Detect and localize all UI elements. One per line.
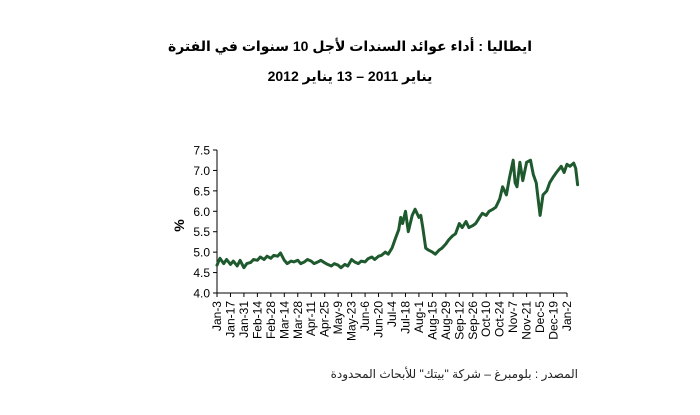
x-tick-label: Jan-2: [560, 301, 574, 331]
x-tick-label: Jun-20: [372, 301, 386, 338]
y-axis-label: %: [171, 219, 187, 232]
x-tick-label: Mar-14: [277, 301, 291, 339]
x-tick-label: Jan-17: [223, 301, 237, 338]
series-line: [215, 158, 580, 270]
y-tick-label: 4.5: [193, 266, 210, 280]
x-tick-label: Dec-5: [533, 301, 547, 333]
y-tick-label: 5.5: [193, 225, 210, 239]
x-tick-label: Jun-6: [358, 301, 372, 331]
y-tick-label: 5.0: [193, 246, 210, 260]
x-tick-label: Apr-11: [304, 301, 318, 336]
y-tick-label: 6.0: [193, 205, 210, 219]
x-tick-label: May-23: [345, 301, 359, 341]
series-group: [215, 158, 580, 270]
x-tick-label: Aug-1: [412, 301, 426, 333]
x-tick-label: Apr-25: [318, 301, 332, 337]
x-tick-label: Sep-12: [452, 301, 466, 340]
x-tick-label: Oct-24: [493, 301, 507, 337]
x-tick-label: Feb-28: [264, 301, 278, 339]
chart-title: ايطاليا : أداء عوائد السندات لأجل 10 سنو…: [167, 38, 533, 54]
x-axis: Jan-3 Jan-17 Jan-31 Feb-14 Feb-28 Mar-14 Mar-2…: [210, 292, 574, 341]
x-tick-label: Oct-10: [479, 301, 493, 337]
x-tick-label: Jan-3: [210, 301, 224, 331]
x-tick-label: Feb-14: [250, 301, 264, 339]
x-tick-label: Jul-18: [398, 301, 412, 334]
y-tick-label: 6.5: [193, 184, 210, 198]
chart-subtitle: يناير 2011 – 13 يناير 2012: [267, 68, 433, 84]
source-note: المصدر : بلومبرغ – شركة "بيتك" للأبحاث ا…: [330, 367, 578, 381]
y-tick-label: 7.0: [193, 164, 210, 178]
x-tick-label: May-9: [331, 301, 345, 335]
x-tick-label: Mar-28: [291, 301, 305, 339]
x-tick-label: Dec-19: [547, 301, 561, 340]
x-tick-label: Jul-4: [385, 301, 399, 327]
x-tick-label: Aug-29: [439, 301, 453, 340]
y-tick-label: 7.5: [193, 144, 210, 158]
y-tick-label: 4.0: [193, 287, 210, 301]
x-tick-label: Aug-15: [425, 301, 439, 340]
x-tick-label: Jan-31: [237, 301, 251, 338]
x-tick-label: Sep-26: [466, 301, 480, 340]
x-tick-label: Nov-7: [506, 301, 520, 333]
y-axis: 4.0 4.5 5.0 5.5 6.0 6.5 7.0 7.5: [193, 144, 218, 301]
x-tick-label: Nov-21: [520, 301, 534, 340]
